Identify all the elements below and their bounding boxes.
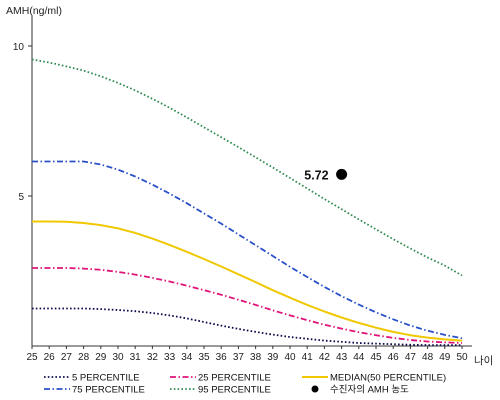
legend-label: MEDIAN(50 PERCENTILE) (330, 373, 446, 384)
series-line-25-percentile (32, 267, 463, 344)
legend-label: 수진자의 AMH 농도 (330, 385, 409, 396)
series-line-75-percentile (32, 160, 463, 340)
x-tick-label: 33 (164, 352, 176, 363)
y-tick-label: 5 (18, 192, 24, 203)
patient-amh-point (336, 168, 348, 180)
series-line-95-percentile (31, 58, 463, 277)
x-tick-label: 32 (147, 352, 159, 363)
x-tick-label: 29 (95, 352, 107, 363)
x-tick-label: 30 (112, 352, 124, 363)
x-tick-label: 36 (216, 352, 228, 363)
legend-label: 25 PERCENTILE (198, 373, 271, 384)
x-tick-label: 41 (302, 352, 314, 363)
x-tick-label: 40 (284, 352, 296, 363)
x-tick-label: 49 (439, 352, 451, 363)
legend-point-marker (311, 385, 319, 393)
axes (31, 16, 472, 347)
y-axis-label: AMH(ng/ml) (6, 5, 62, 17)
y-tick-label: 10 (13, 42, 25, 53)
series-line-median-50-percentile (32, 220, 463, 342)
x-tick-label: 28 (78, 352, 90, 363)
y-ticks: 5 10 (13, 42, 32, 203)
x-tick-label: 34 (181, 352, 193, 363)
x-tick-label: 27 (61, 352, 73, 363)
x-ticks: 25 26 27 28 29 30 31 32 33 34 35 36 37 38 39 40 41 42 43 44… (26, 346, 468, 363)
x-axis-label: 나이 (474, 355, 493, 367)
x-tick-label: 38 (250, 352, 262, 363)
x-tick-label: 37 (233, 352, 245, 363)
x-tick-label: 26 (44, 352, 56, 363)
x-tick-label: 46 (388, 352, 400, 363)
x-tick-label: 42 (319, 352, 331, 363)
x-tick-label: 47 (405, 352, 417, 363)
x-tick-label: 45 (370, 352, 382, 363)
legend-label: 95 PERCENTILE (198, 385, 271, 396)
x-tick-label: 44 (353, 352, 365, 363)
legend: 5 PERCENTILE 25 PERCENTILE MEDIAN(50 PERCE… (44, 373, 446, 396)
x-tick-label: 43 (336, 352, 348, 363)
x-tick-label: 31 (130, 352, 142, 363)
x-tick-label: 48 (422, 352, 434, 363)
x-tick-label: 39 (267, 352, 279, 363)
x-tick-label: 25 (26, 352, 38, 363)
legend-label: 5 PERCENTILE (72, 373, 140, 384)
series-line-5-percentile (32, 307, 462, 346)
x-tick-label: 50 (456, 352, 468, 363)
legend-label: 75 PERCENTILE (72, 385, 145, 396)
patient-amh-value-label: 5.72 (304, 168, 328, 182)
patient-points: 5.72 (304, 168, 348, 182)
percentile-lines (31, 58, 463, 346)
x-tick-label: 35 (198, 352, 210, 363)
